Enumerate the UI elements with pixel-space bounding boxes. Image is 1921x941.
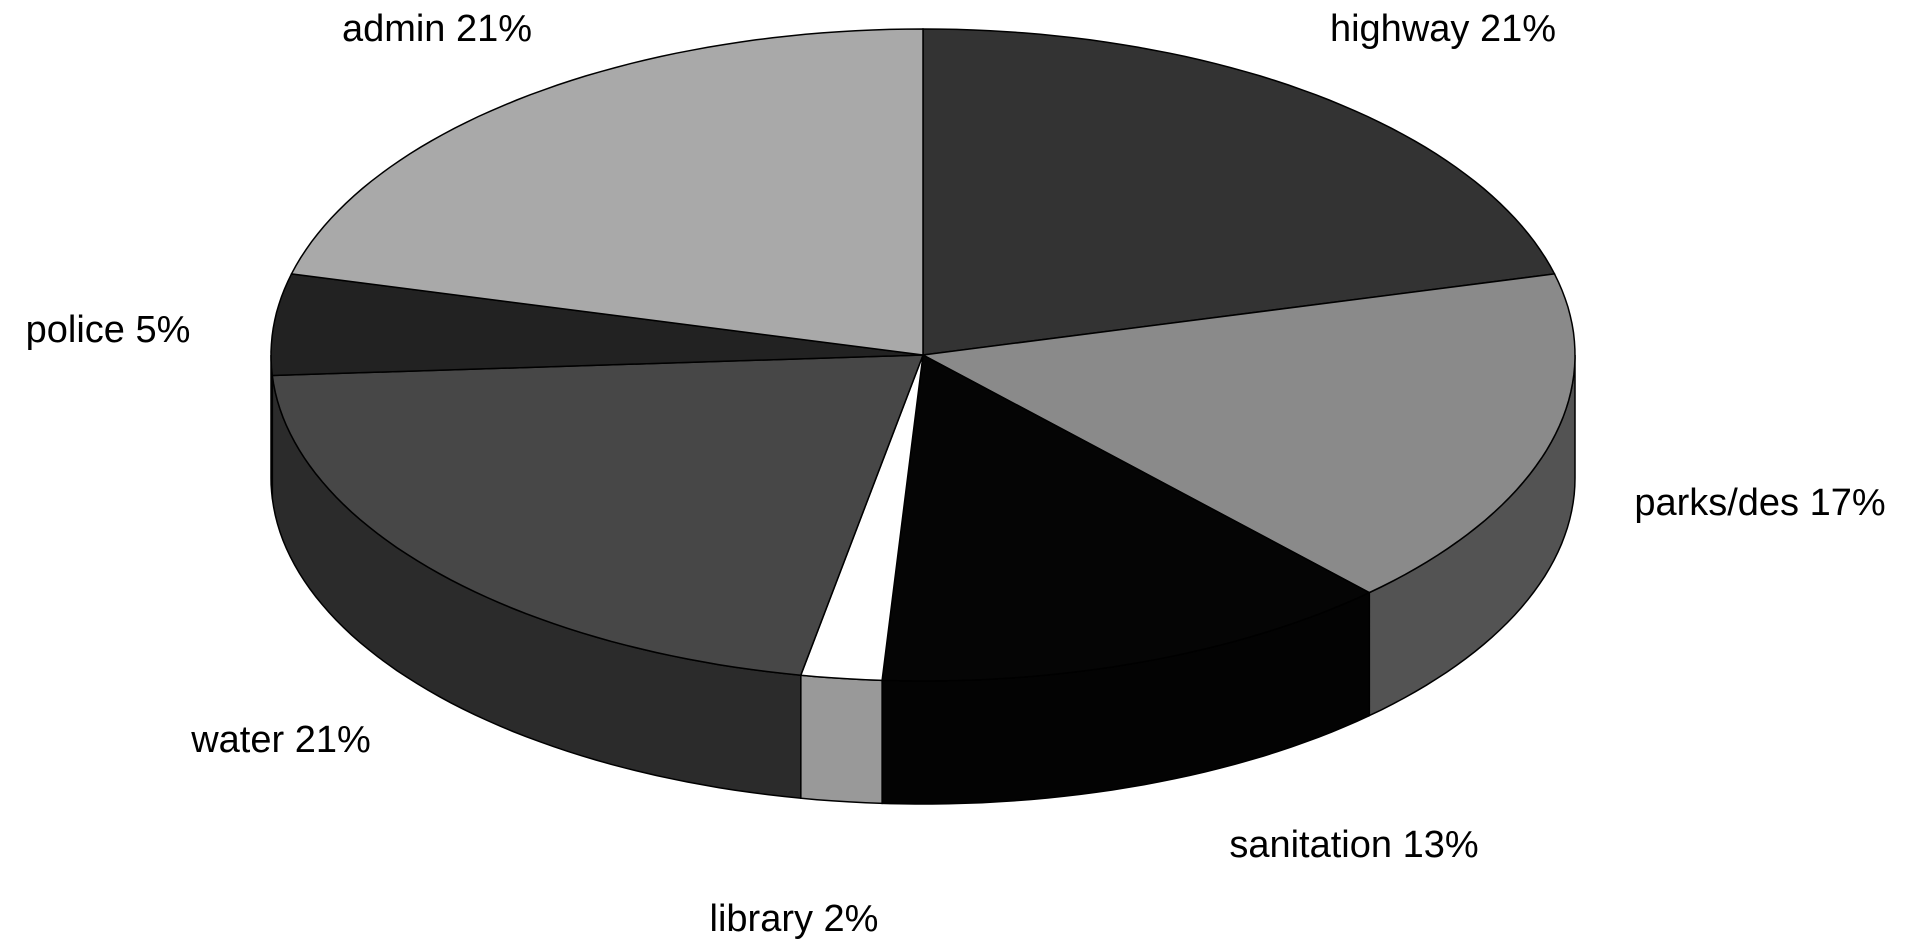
value-label: 13% (1403, 824, 1479, 866)
category-name: library (710, 898, 813, 940)
slice (881, 353, 1371, 682)
value-label: 21% (1480, 8, 1556, 50)
slice-label: highway 21% (1330, 8, 1556, 50)
slice (271, 354, 925, 677)
slice-label: library 2% (710, 898, 879, 940)
slice-label: water 21% (190, 719, 371, 761)
category-name: water (190, 719, 284, 761)
category-name: sanitation (1229, 824, 1392, 866)
slice-label: parks/des 17% (1634, 482, 1885, 524)
slice (922, 28, 1556, 356)
category-name: admin (342, 8, 446, 50)
slice-side (800, 674, 883, 805)
slice (290, 28, 924, 356)
category-name: parks/des (1634, 482, 1799, 524)
value-label: 2% (824, 898, 879, 940)
slice (920, 273, 1576, 594)
slice-label: admin 21% (342, 8, 532, 50)
category-name: highway (1330, 8, 1469, 50)
slice-label: police 5% (26, 309, 191, 351)
slice (270, 273, 924, 377)
value-label: 21% (456, 8, 532, 50)
value-label: 17% (1810, 482, 1886, 524)
value-label: 21% (295, 719, 371, 761)
category-name: police (26, 309, 125, 351)
slice-label: sanitation 13% (1229, 824, 1478, 866)
value-label: 5% (135, 309, 190, 351)
